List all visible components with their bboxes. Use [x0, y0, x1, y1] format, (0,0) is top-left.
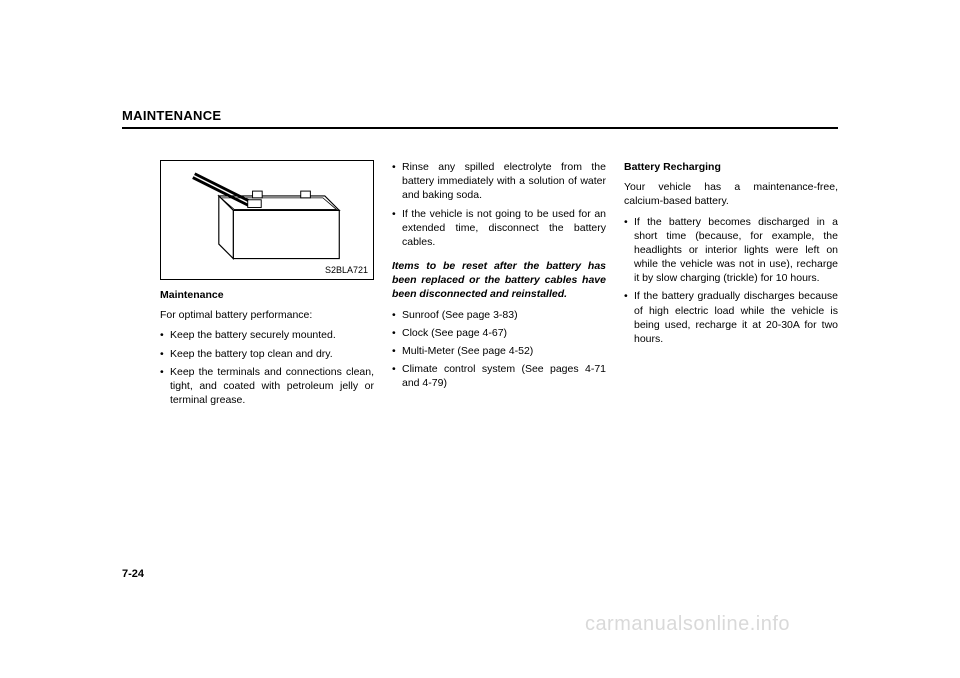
- column-2: Rinse any spilled electrolyte from the b…: [392, 160, 606, 413]
- battery-illustration-svg: [161, 161, 373, 279]
- recharging-bullets: If the battery becomes discharged in a s…: [624, 215, 838, 347]
- content-columns: S2BLA721 Maintenance For optimal battery…: [160, 160, 838, 413]
- reset-items-heading: Items to be reset after the battery has …: [392, 259, 606, 302]
- list-item: Climate control system (See pages 4-71 a…: [392, 362, 606, 390]
- section-title: MAINTENANCE: [122, 108, 838, 123]
- list-item: Keep the battery securely mounted.: [160, 328, 374, 342]
- maintenance-heading: Maintenance: [160, 288, 374, 302]
- recharging-heading: Battery Recharging: [624, 160, 838, 174]
- col2-top-bullets: Rinse any spilled electrolyte from the b…: [392, 160, 606, 249]
- figure-label: S2BLA721: [325, 264, 368, 276]
- list-item: Rinse any spilled electrolyte from the b…: [392, 160, 606, 203]
- recharging-intro: Your vehicle has a maintenance-free, cal…: [624, 180, 838, 208]
- page: MAINTENANCE: [0, 0, 960, 678]
- header: MAINTENANCE: [122, 108, 838, 129]
- maintenance-bullets: Keep the battery securely mounted. Keep …: [160, 328, 374, 407]
- list-item: If the battery gradually discharges beca…: [624, 289, 838, 346]
- list-item: If the battery becomes discharged in a s…: [624, 215, 838, 286]
- list-item: Sunroof (See page 3-83): [392, 308, 606, 322]
- maintenance-intro: For optimal battery performance:: [160, 308, 374, 322]
- list-item: Keep the terminals and connections clean…: [160, 365, 374, 408]
- list-item: Multi-Meter (See page 4-52): [392, 344, 606, 358]
- list-item: Clock (See page 4-67): [392, 326, 606, 340]
- col2-bottom-bullets: Sunroof (See page 3-83) Clock (See page …: [392, 308, 606, 391]
- column-1: S2BLA721 Maintenance For optimal battery…: [160, 160, 374, 413]
- watermark: carmanualsonline.info: [585, 613, 790, 636]
- page-number: 7-24: [122, 568, 144, 580]
- column-3: Battery Recharging Your vehicle has a ma…: [624, 160, 838, 413]
- list-item: Keep the battery top clean and dry.: [160, 347, 374, 361]
- list-item: If the vehicle is not going to be used f…: [392, 207, 606, 250]
- battery-figure: S2BLA721: [160, 160, 374, 280]
